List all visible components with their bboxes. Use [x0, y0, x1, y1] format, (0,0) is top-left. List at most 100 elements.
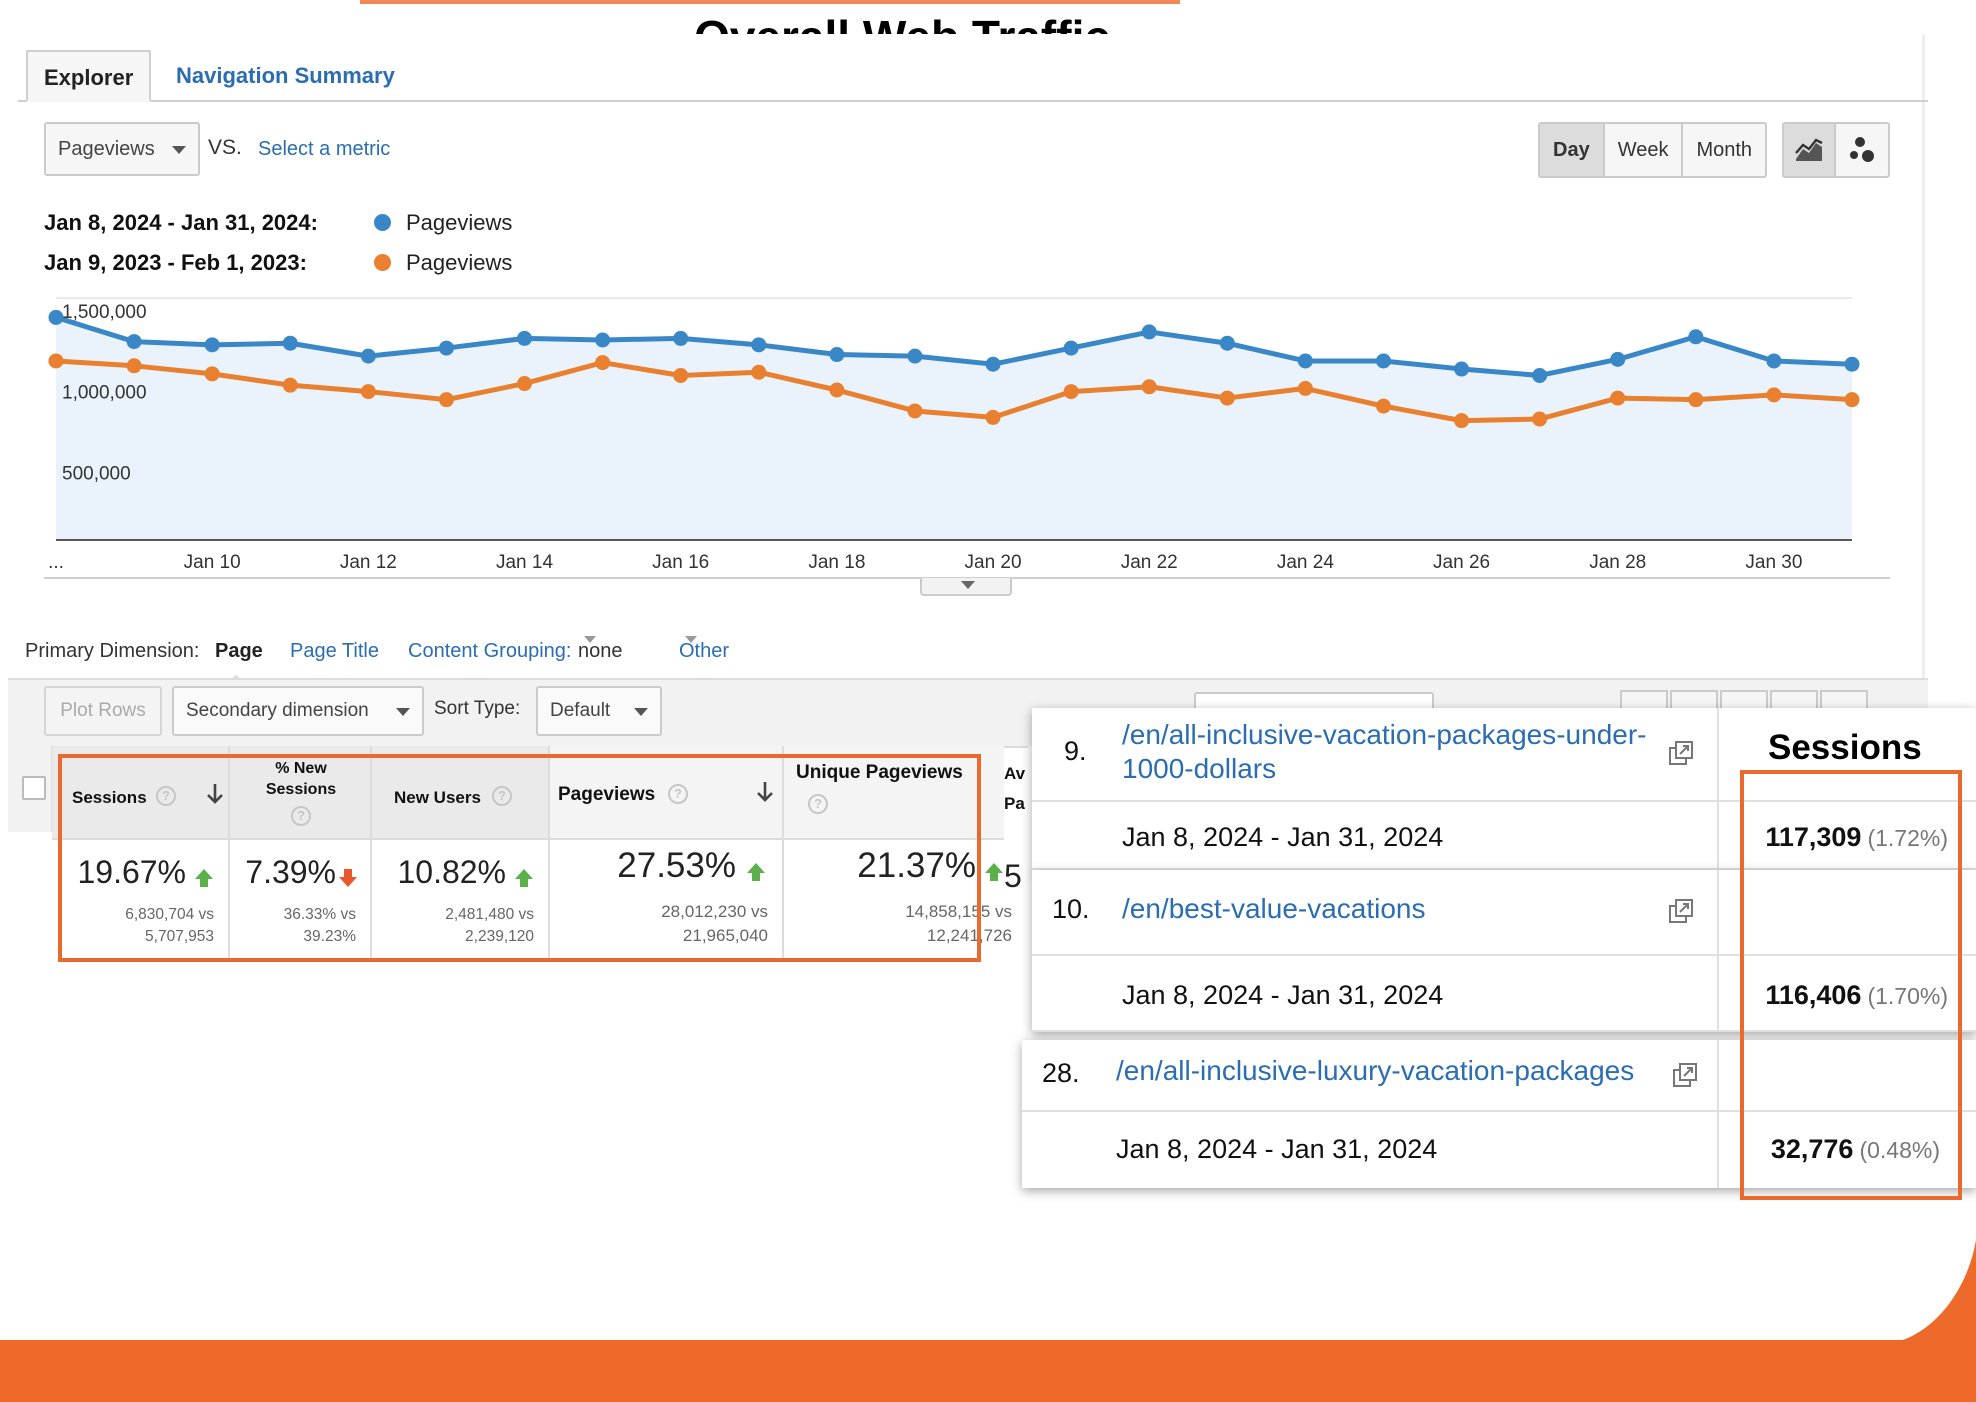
- metric-column-new-sessions: % New Sessions ? 7.39% 36.33% vs 39.23%: [230, 746, 372, 962]
- page-row-card-9: 9. /en/all-inclusive-vacation-packages-u…: [1032, 708, 1976, 872]
- help-icon[interactable]: ?: [808, 794, 828, 814]
- line-chart-icon: [1795, 138, 1823, 161]
- data-point: [1610, 351, 1626, 367]
- tab-navigation-summary[interactable]: Navigation Summary: [176, 63, 395, 88]
- line-chart-button[interactable]: [1784, 124, 1836, 176]
- y-tick-label: 500,000: [62, 463, 131, 484]
- plot-rows-button[interactable]: Plot Rows: [44, 686, 162, 736]
- sessions-count: 32,776: [1770, 1134, 1854, 1164]
- column-divider: [1717, 708, 1719, 872]
- help-icon[interactable]: ?: [156, 786, 176, 806]
- metric-header-pageviews[interactable]: Pageviews ?: [550, 746, 782, 840]
- help-icon[interactable]: ?: [291, 806, 311, 826]
- metric-change-value: 10.82%: [397, 854, 506, 890]
- data-point: [1219, 335, 1235, 351]
- row-number: 9.: [1064, 736, 1087, 766]
- page-path-link[interactable]: /en/best-value-vacations: [1122, 893, 1426, 924]
- content-grouping-label[interactable]: Content Grouping:: [408, 640, 572, 662]
- metric-body-new-sessions: 7.39% 36.33% vs 39.23%: [230, 840, 370, 960]
- x-tick-label: Jan 30: [1745, 552, 1802, 573]
- page-path-line-1: /en/all-inclusive-vacation-packages-unde…: [1122, 719, 1647, 750]
- metric-compare-previous: 2,239,120: [465, 928, 534, 945]
- data-point: [1375, 398, 1391, 414]
- external-link-icon[interactable]: [1668, 898, 1694, 924]
- legend-dot-previous: [374, 254, 391, 271]
- sort-type-dropdown[interactable]: Default: [536, 686, 662, 736]
- chevron-down-icon: [396, 708, 410, 716]
- select-metric-link[interactable]: Select a metric: [258, 138, 391, 160]
- chevron-down-icon: [172, 146, 186, 154]
- data-point: [360, 384, 376, 400]
- x-tick-label: Jan 12: [340, 552, 397, 573]
- data-point: [907, 348, 923, 364]
- x-tick-label: Jan 20: [965, 552, 1022, 573]
- sessions-count: 116,406: [1765, 980, 1862, 1010]
- metric-title-clipped: Av: [1004, 764, 1026, 783]
- data-point: [673, 367, 689, 383]
- data-point: [1219, 390, 1235, 406]
- x-tick-label: Jan 26: [1433, 552, 1490, 573]
- highlight-box-sessions: [1740, 770, 1962, 1200]
- sessions-value: 32,776 (0.48%): [1771, 1134, 1940, 1165]
- select-all-checkbox[interactable]: [22, 776, 46, 800]
- secondary-dimension-dropdown[interactable]: Secondary dimension: [172, 686, 424, 736]
- metric-header-new-sessions[interactable]: % New Sessions ?: [230, 746, 370, 840]
- data-point: [438, 392, 454, 408]
- metric-header-unique-pageviews[interactable]: Unique Pageviews ?: [784, 746, 1004, 840]
- sessions-percent: (1.70%): [1867, 983, 1948, 1009]
- sort-descending-icon[interactable]: [206, 782, 224, 806]
- data-point: [282, 377, 298, 393]
- legend-range-previous: Jan 9, 2023 - Feb 1, 2023:: [44, 250, 307, 275]
- data-point: [48, 353, 64, 369]
- data-point: [204, 366, 220, 382]
- chart-collapse-handle[interactable]: [920, 578, 1012, 596]
- up-arrow-icon: [195, 869, 213, 887]
- period-month-button[interactable]: Month: [1696, 139, 1753, 161]
- row-number: 28.: [1042, 1058, 1080, 1088]
- data-point: [1454, 413, 1470, 429]
- external-link-icon[interactable]: [1668, 740, 1694, 766]
- x-tick-label: Jan 24: [1277, 552, 1334, 573]
- sort-descending-icon[interactable]: [756, 780, 774, 804]
- tab-explorer[interactable]: Explorer: [26, 50, 152, 102]
- page-path-link[interactable]: /en/all-inclusive-luxury-vacation-packag…: [1116, 1055, 1635, 1086]
- data-point: [1454, 361, 1470, 377]
- metric-header-new-users[interactable]: New Users ?: [372, 746, 548, 840]
- metric-column-avg-pages-clipped: Av Pa 5: [1004, 746, 1028, 962]
- primary-dimension-label: Primary Dimension:: [25, 640, 200, 662]
- external-link-icon[interactable]: [1672, 1062, 1698, 1088]
- data-point: [829, 347, 845, 363]
- help-icon[interactable]: ?: [492, 786, 512, 806]
- metric-dropdown[interactable]: Pageviews: [44, 122, 200, 176]
- metric-title: Pageviews: [558, 784, 656, 805]
- help-icon[interactable]: ?: [668, 784, 688, 804]
- metric-header-sessions[interactable]: Sessions ?: [52, 746, 228, 840]
- y-tick-label: 1,500,000: [62, 302, 147, 323]
- metric-compare-current: 2,481,480 vs: [445, 906, 534, 923]
- up-arrow-icon: [515, 869, 533, 887]
- series-line: [55, 315, 1853, 378]
- legend-dot-current: [374, 214, 391, 231]
- page-path-link[interactable]: /en/all-inclusive-vacation-packages-unde…: [1122, 718, 1646, 786]
- metric-change-value: 21.37%: [857, 846, 976, 885]
- dimension-page[interactable]: Page: [215, 640, 263, 662]
- data-point: [1063, 340, 1079, 356]
- data-point: [595, 332, 611, 348]
- data-point: [517, 330, 533, 346]
- vs-label: VS.: [208, 136, 242, 159]
- x-tick-label: ...: [48, 552, 64, 573]
- metric-compare-current: 36.33% vs: [283, 906, 356, 923]
- metric-compare-current: 6,830,704 vs: [125, 906, 214, 923]
- data-point: [1297, 353, 1313, 369]
- data-point: [751, 364, 767, 380]
- row-date-range: Jan 8, 2024 - Jan 31, 2024: [1122, 980, 1444, 1010]
- pageviews-line-chart[interactable]: 500,000 1,000,000 1,500,000... Jan 10 Jan 12…: [0, 290, 1900, 580]
- period-day-button[interactable]: Day: [1540, 124, 1605, 176]
- dimension-page-title[interactable]: Page Title: [290, 640, 379, 662]
- metric-title-clipped-2: Pa: [1004, 794, 1025, 813]
- period-week-button[interactable]: Week: [1605, 124, 1684, 176]
- down-arrow-icon: [339, 869, 357, 887]
- data-point: [1766, 353, 1782, 369]
- data-point: [1610, 390, 1626, 406]
- motion-chart-button[interactable]: [1836, 124, 1888, 176]
